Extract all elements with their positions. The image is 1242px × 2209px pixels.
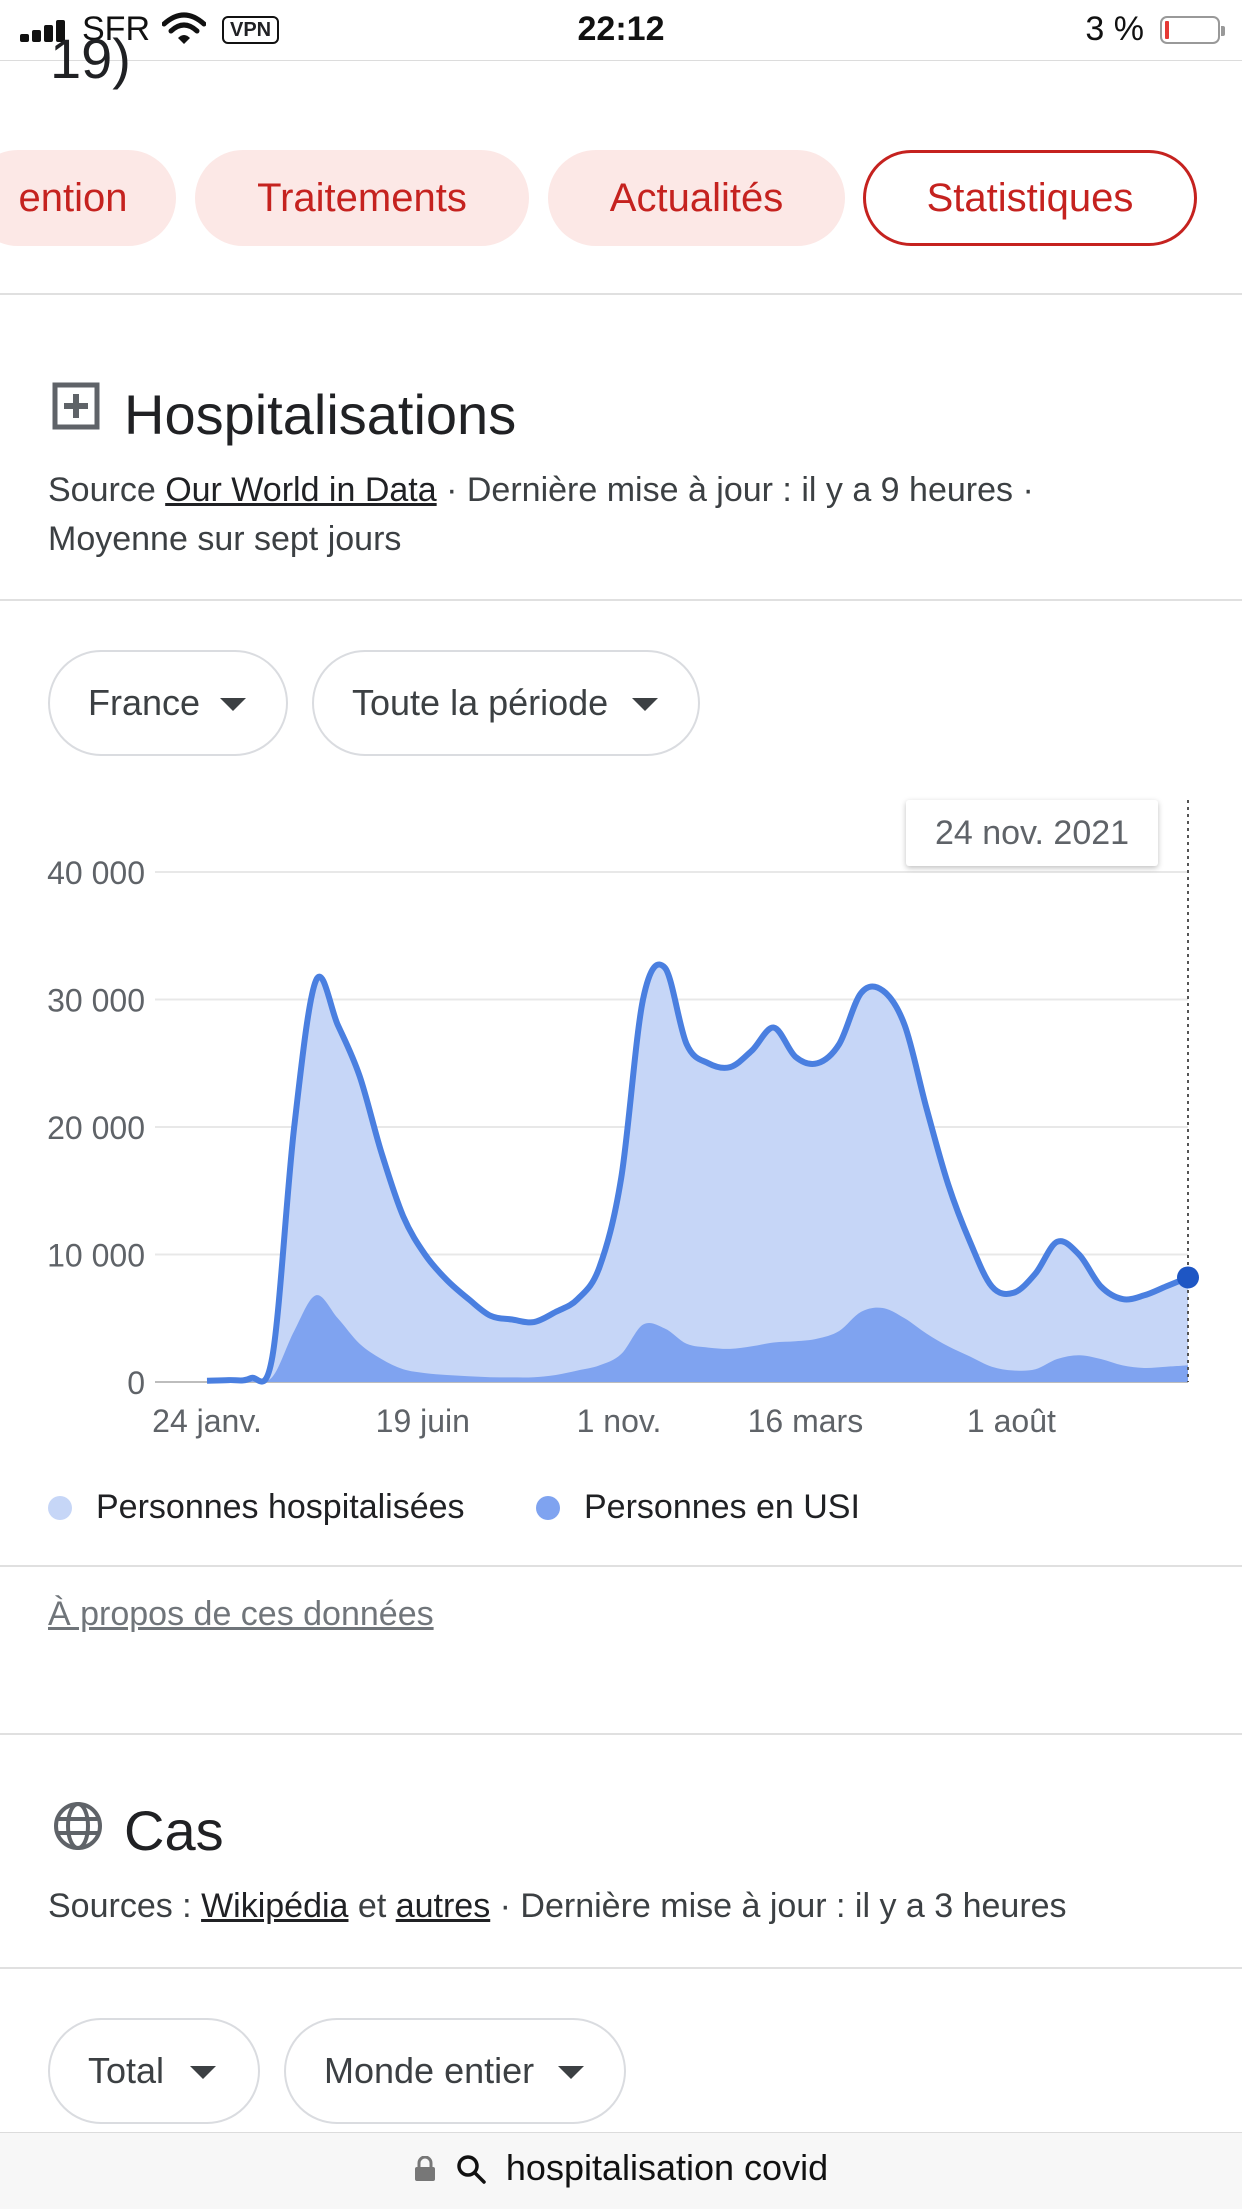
period-dropdown[interactable]: Toute la période xyxy=(312,650,700,756)
chevron-down-icon xyxy=(220,698,246,711)
divider xyxy=(0,599,1242,601)
source-link-owid[interactable]: Our World in Data xyxy=(165,471,437,509)
vpn-badge: VPN xyxy=(222,16,280,44)
legend-hospitalized: Personnes hospitalisées xyxy=(48,1487,465,1527)
legend-label: Personnes hospitalisées xyxy=(96,1488,465,1526)
series-hospitalized-area xyxy=(207,964,1188,1382)
y-tick-label: 30 000 xyxy=(47,983,145,1019)
section-title-cas: Cas xyxy=(124,1799,224,1862)
update-info: · Dernière mise à jour : il y a 9 heures… xyxy=(436,471,1034,509)
country-dropdown[interactable]: France xyxy=(48,650,288,756)
battery-percentage: 3 % xyxy=(1085,10,1144,48)
divider xyxy=(0,1565,1242,1567)
region-dropdown-value: Monde entier xyxy=(324,2050,535,2091)
tab-traitements[interactable]: Traitements xyxy=(195,150,529,246)
divider xyxy=(0,293,1242,295)
legend-icu: Personnes en USI xyxy=(536,1487,860,1527)
chart-tooltip: 24 nov. 2021 xyxy=(906,800,1158,866)
chevron-down-icon xyxy=(558,2066,584,2079)
search-icon xyxy=(457,2155,486,2184)
metric-dropdown-value: Total xyxy=(88,2050,165,2091)
cas-update-info: · Dernière mise à jour : il y a 3 heures xyxy=(490,1887,1067,1925)
x-tick-label: 1 août xyxy=(967,1403,1056,1439)
average-note: Moyenne sur sept jours xyxy=(48,520,402,558)
address-display[interactable]: hospitalisation covid xyxy=(0,2147,1242,2189)
chevron-down-icon xyxy=(190,2066,216,2079)
source-link-wikipedia[interactable]: Wikipédia xyxy=(201,1887,349,1925)
chevron-down-icon xyxy=(632,698,658,711)
y-tick-label: 10 000 xyxy=(47,1238,145,1274)
battery-icon xyxy=(1160,16,1225,44)
cas-source-line: Sources : Wikipédia et autres · Dernière… xyxy=(48,1882,1067,1930)
globe-icon xyxy=(54,1802,102,1850)
address-text: hospitalisation covid xyxy=(505,2147,829,2188)
tab-statistiques[interactable]: Statistiques xyxy=(863,150,1197,246)
series-hospitalized-line xyxy=(206,961,1190,1385)
legend-swatch xyxy=(48,1496,72,1520)
source-line: Source Our World in Data · Dernière mise… xyxy=(48,466,1034,514)
y-tick-label: 40 000 xyxy=(47,855,145,891)
region-dropdown[interactable]: Monde entier xyxy=(284,2018,626,2124)
hover-point xyxy=(1177,1266,1199,1289)
y-tick-label: 20 000 xyxy=(47,1110,145,1146)
x-tick-label: 19 juin xyxy=(376,1403,470,1439)
source-prefix: Source xyxy=(48,471,166,509)
wifi-icon xyxy=(162,12,206,44)
browser-address-bar[interactable]: hospitalisation covid xyxy=(0,2132,1242,2209)
lock-icon xyxy=(414,2155,435,2181)
clock: 22:12 xyxy=(577,10,665,48)
divider xyxy=(0,1733,1242,1735)
page-title-partial: 19) xyxy=(50,27,131,90)
about-data-link[interactable]: À propos de ces données xyxy=(48,1595,434,1633)
sources-prefix: Sources : xyxy=(48,1887,202,1925)
section-title-hospitalisations: Hospitalisations xyxy=(124,383,517,446)
country-dropdown-value: France xyxy=(88,682,201,723)
divider xyxy=(0,1967,1242,1969)
legend-label: Personnes en USI xyxy=(584,1488,860,1526)
source-link-autres[interactable]: autres xyxy=(395,1887,491,1925)
x-tick-label: 1 nov. xyxy=(577,1403,662,1439)
x-tick-label: 16 mars xyxy=(748,1403,864,1439)
hospital-plus-icon xyxy=(52,382,100,430)
series-icu-area xyxy=(207,1295,1188,1382)
hospitalisations-chart[interactable]: 0 10 000 20 000 30 000 40 000 24 janv. 19 juin… xyxy=(0,790,1242,1450)
tab-actualites[interactable]: Actualités xyxy=(548,150,845,246)
period-dropdown-value: Toute la période xyxy=(352,682,609,723)
metric-dropdown[interactable]: Total xyxy=(48,2018,260,2124)
x-tick-label: 24 janv. xyxy=(152,1403,262,1439)
legend-swatch xyxy=(536,1496,560,1520)
topic-tabs: ention Traitements Actualités Statistiqu… xyxy=(0,150,1242,250)
tab-prevention[interactable]: ention xyxy=(0,150,176,246)
sources-connector: et xyxy=(348,1887,396,1925)
y-tick-label: 0 xyxy=(127,1365,145,1401)
carrier-name: SFR xyxy=(82,10,150,48)
status-bar: SFR VPN 22:12 3 % xyxy=(0,0,1242,61)
signal-strength-icon xyxy=(20,20,70,42)
